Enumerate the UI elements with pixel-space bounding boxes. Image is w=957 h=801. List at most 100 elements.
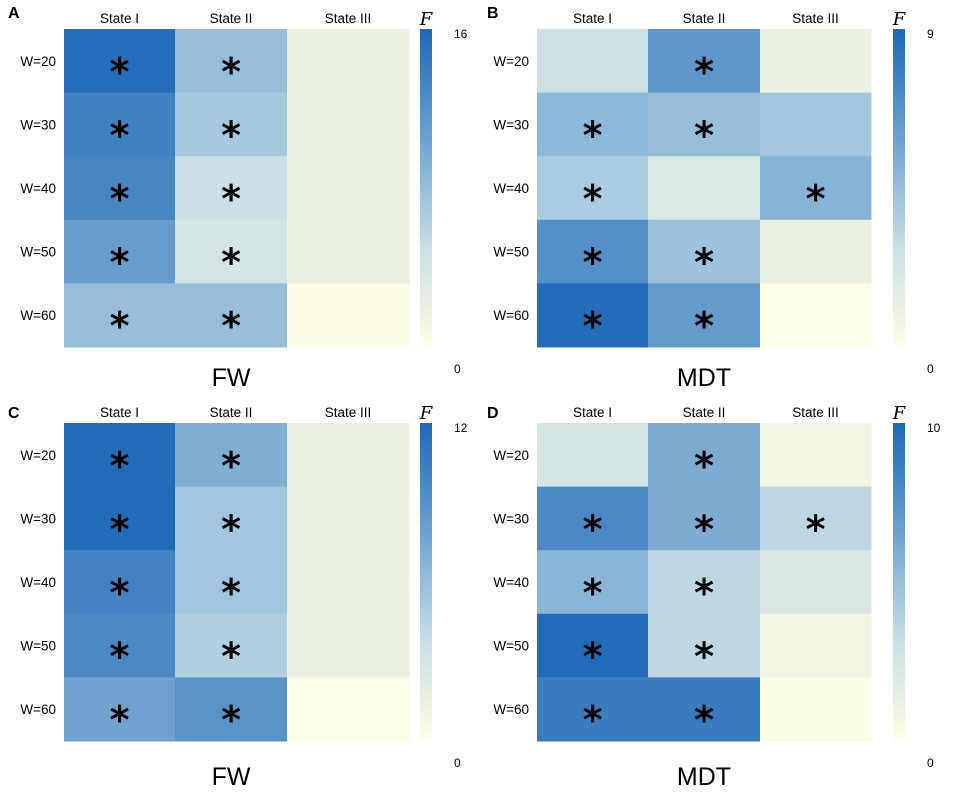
panel-a-heatmap-cell: [64, 283, 176, 348]
panel-b-heatmap-cell: [537, 219, 649, 284]
panel-b-heatmap-cell: [648, 92, 761, 157]
panel-c-caption: FW: [212, 763, 251, 791]
panel-d-heatmap-cell: [648, 486, 761, 551]
panel-d-heatmap-cell: [537, 677, 649, 742]
panel-c-heatmap-cell: [64, 423, 176, 488]
panel-a-significance-star: *: [110, 177, 130, 221]
panel-d-significance-star: *: [583, 698, 603, 742]
panel-a-significance-star: *: [110, 113, 130, 157]
panel-c-heatmap-cell: [175, 423, 288, 488]
panel-d-significance-star: *: [694, 635, 714, 679]
panel-a-heatmap-cell: [64, 156, 176, 221]
panel-c-heatmap-cell: [287, 486, 410, 551]
panel-d-heatmap-cell: [537, 613, 649, 678]
panel-d-significance-star: *: [694, 571, 714, 615]
panel-d-significance-star: *: [694, 698, 714, 742]
panel-c-heatmap-cell: [287, 423, 410, 488]
panel-b-row-label: W=40: [493, 181, 529, 196]
panel-a-significance-star: *: [221, 50, 241, 94]
panel-c-heatmap-cell: [287, 677, 410, 742]
panel-b-heatmap-cell: [760, 156, 872, 221]
panel-a-colorbar: [420, 29, 432, 345]
panel-c-colorbar-max-label: 12: [454, 421, 468, 435]
panel-d: D State I State II State III W=20 * W=30 * * * W=4…: [487, 403, 941, 791]
panel-a-heatmap-cell: [175, 92, 288, 157]
panel-b-significance-star: *: [583, 113, 603, 157]
panel-a-significance-star: *: [221, 241, 241, 285]
panel-d-heatmap-cell: [760, 677, 872, 742]
panel-d-heatmap-cell: [648, 677, 761, 742]
panel-a-heatmap-cell: [175, 283, 288, 348]
panel-d-significance-star: *: [694, 507, 714, 551]
panel-b-row-label: W=20: [493, 54, 529, 69]
panel-a-significance-star: *: [221, 113, 241, 157]
panel-d-heatmap-cell: [648, 613, 761, 678]
panel-a-letter: A: [8, 5, 20, 22]
panel-b-heatmap-cell: [537, 29, 649, 94]
panel-d-row-label: W=20: [493, 448, 529, 463]
panel-c: C State I State II State III W=20 * * W=30 * * W=4…: [8, 403, 468, 791]
panel-c-heatmap-cell: [64, 613, 176, 678]
panel-c-significance-star: *: [221, 571, 241, 615]
panel-c-significance-star: *: [110, 507, 130, 551]
panel-d-significance-star: *: [694, 444, 714, 488]
panel-a-row-label: W=30: [20, 117, 56, 132]
panel-a-heatmap-cell: [64, 219, 176, 284]
panel-a-heatmap-cell: [175, 29, 288, 94]
panel-a-heatmap-cell: [287, 29, 410, 94]
panel-d-heatmap-cell: [537, 550, 649, 615]
panel-c-significance-star: *: [110, 635, 130, 679]
panel-c-row-label: W=20: [20, 448, 56, 463]
panel-d-significance-star: *: [583, 507, 603, 551]
panel-c-significance-star: *: [221, 444, 241, 488]
panel-a-heatmap-cell: [64, 29, 176, 94]
panel-c-colorbar-title: F: [419, 403, 434, 424]
panel-d-column-label: State II: [683, 405, 726, 420]
panel-a-column-label: State I: [100, 11, 139, 26]
panel-c-significance-star: *: [110, 571, 130, 615]
panel-d-significance-star: *: [806, 507, 826, 551]
panel-a-heatmap-cell: [287, 156, 410, 221]
panel-b-heatmap-cell: [537, 92, 649, 157]
panel-d-colorbar-max-label: 10: [927, 421, 941, 435]
panel-b-column-label: State I: [573, 11, 612, 26]
panel-d-row-label: W=40: [493, 575, 529, 590]
panel-d-colorbar-title: F: [892, 403, 907, 424]
panel-c-significance-star: *: [221, 635, 241, 679]
panel-c-significance-star: *: [221, 698, 241, 742]
panel-b-heatmap-cell: [648, 156, 761, 221]
panel-d-heatmap-cell: [648, 550, 761, 615]
panel-c-row-label: W=40: [20, 575, 56, 590]
panel-b-significance-star: *: [694, 113, 714, 157]
panel-c-significance-star: *: [110, 444, 130, 488]
panel-d-column-label: State I: [573, 405, 612, 420]
panel-b-colorbar-max-label: 9: [927, 27, 934, 41]
panel-b-colorbar: [893, 29, 905, 345]
panel-c-row-label: W=50: [20, 639, 56, 654]
panel-d-colorbar-min-label: 0: [927, 756, 934, 770]
panel-c-heatmap-cell: [64, 486, 176, 551]
panel-a-significance-star: *: [110, 50, 130, 94]
panel-a-row-label: W=40: [20, 181, 56, 196]
panel-a-heatmap-cell: [175, 219, 288, 284]
panel-d-row-label: W=60: [493, 702, 529, 717]
panel-b-significance-star: *: [583, 241, 603, 285]
panel-c-heatmap-cell: [175, 613, 288, 678]
panel-b-heatmap-cell: [760, 219, 872, 284]
panel-b-heatmap-cell: [648, 29, 761, 94]
panel-c-colorbar: [420, 423, 432, 739]
panel-d-column-label: State III: [792, 405, 839, 420]
panel-b-heatmap-cell: [760, 283, 872, 348]
panel-a-row-label: W=20: [20, 54, 56, 69]
panel-a-colorbar-min-label: 0: [454, 362, 461, 376]
panel-c-heatmap-cell: [64, 677, 176, 742]
panel-d-heatmap-cell: [760, 423, 872, 488]
panel-d-row-label: W=30: [493, 511, 529, 526]
panel-a-heatmap-cell: [287, 219, 410, 284]
panel-a-significance-star: *: [110, 304, 130, 348]
panel-c-row-label: W=60: [20, 702, 56, 717]
panel-b-significance-star: *: [694, 304, 714, 348]
panel-b-caption: MDT: [677, 364, 731, 392]
panel-b-heatmap-cell: [760, 29, 872, 94]
